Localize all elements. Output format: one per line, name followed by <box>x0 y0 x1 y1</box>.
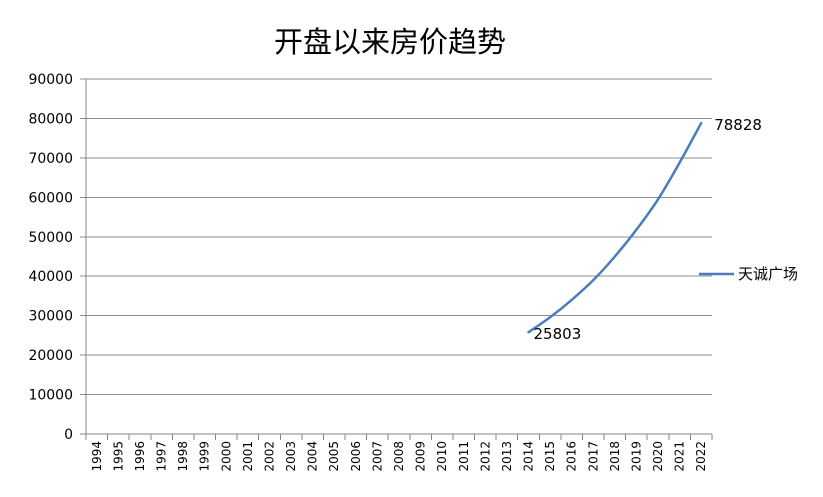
x-tick-label-1997: 1997 <box>155 441 169 472</box>
y-tick-label-90000: 90000 <box>28 72 73 88</box>
y-tick-label-70000: 70000 <box>28 151 73 167</box>
x-tick-label-2004: 2004 <box>306 441 320 472</box>
series-line-0 <box>527 121 703 334</box>
y-tick-label-50000: 50000 <box>28 230 73 246</box>
x-tick-label-2020: 2020 <box>651 441 665 472</box>
y-tick-label-20000: 20000 <box>28 348 73 364</box>
y-tick-label-40000: 40000 <box>28 269 73 285</box>
x-tick-label-2016: 2016 <box>565 441 579 472</box>
x-tick-label-2019: 2019 <box>629 441 643 472</box>
x-axis-tick-labels: 1994 1995 1996 1997 1998 1999 2000 2001 2002 2003… <box>90 441 708 472</box>
series-layer <box>527 121 703 334</box>
x-tick-label-2022: 2022 <box>694 441 708 472</box>
x-tick-label-2011: 2011 <box>457 441 471 472</box>
gridlines <box>80 78 712 435</box>
x-tick-label-2000: 2000 <box>219 441 233 472</box>
x-tick-label-2013: 2013 <box>500 441 514 472</box>
x-tick-label-2021: 2021 <box>673 441 687 472</box>
x-tick-label-2002: 2002 <box>262 441 276 472</box>
y-tick-label-80000: 80000 <box>28 111 73 127</box>
x-tick-label-2007: 2007 <box>370 441 384 472</box>
data-labels: 25803 78828 <box>534 116 762 343</box>
x-tick-label-2015: 2015 <box>543 441 557 472</box>
y-tick-label-10000: 10000 <box>28 388 73 404</box>
data-label-2022: 78828 <box>714 116 762 134</box>
x-tick-label-2012: 2012 <box>478 441 492 472</box>
x-tick-label-2008: 2008 <box>392 441 406 472</box>
x-tick-label-1998: 1998 <box>176 441 190 472</box>
y-axis-tick-labels: 0 10000 20000 30000 40000 50000 60000 70000 8000… <box>28 72 73 443</box>
x-tick-label-2003: 2003 <box>284 441 298 472</box>
x-tick-label-2010: 2010 <box>435 441 449 472</box>
x-tick-label-2014: 2014 <box>522 441 536 472</box>
legend-label-0: 天诚广场 <box>738 265 798 283</box>
y-tick-label-0: 0 <box>64 427 73 443</box>
legend: 天诚广场 <box>699 265 798 283</box>
x-tick-label-1995: 1995 <box>111 441 125 472</box>
x-tick-label-1996: 1996 <box>133 441 147 472</box>
x-tick-label-1999: 1999 <box>198 441 212 472</box>
data-label-2014: 25803 <box>534 325 582 343</box>
x-axis <box>85 79 713 440</box>
x-tick-label-2017: 2017 <box>586 441 600 472</box>
y-tick-label-30000: 30000 <box>28 309 73 325</box>
x-tick-label-2005: 2005 <box>327 441 341 472</box>
y-tick-label-60000: 60000 <box>28 190 73 206</box>
x-tick-label-2009: 2009 <box>414 441 428 472</box>
x-tick-label-1994: 1994 <box>90 441 104 472</box>
x-tick-label-2001: 2001 <box>241 441 255 472</box>
chart-title: 开盘以来房价趋势 <box>274 25 506 59</box>
x-tick-label-2018: 2018 <box>608 441 622 472</box>
x-tick-label-2006: 2006 <box>349 441 363 472</box>
